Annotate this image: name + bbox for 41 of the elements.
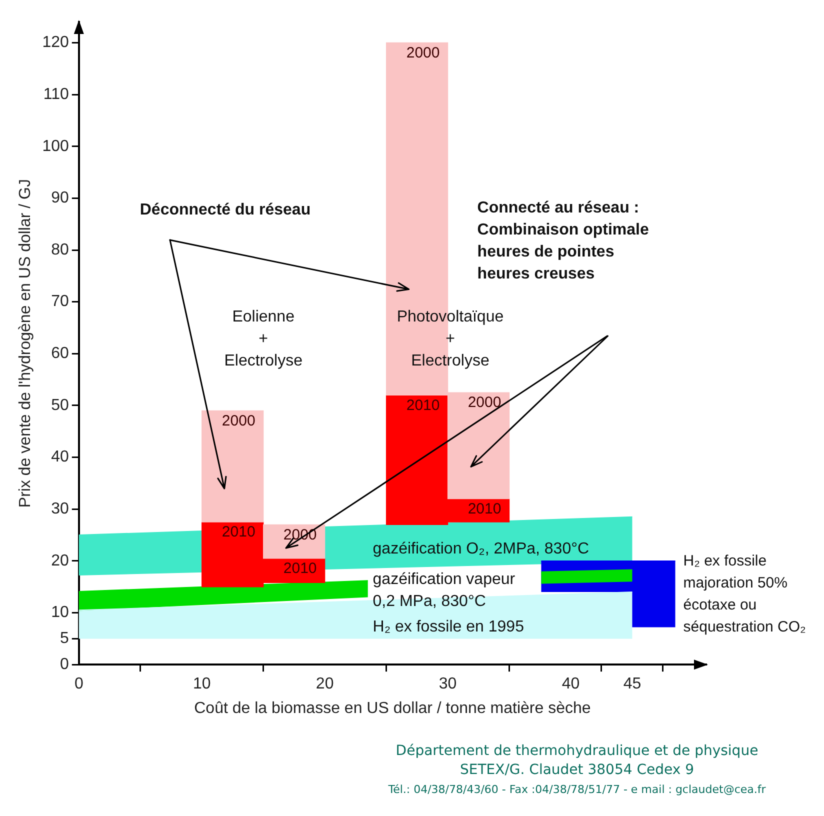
- annotation: gazéification O₂, 2MPa, 830°C: [372, 540, 590, 558]
- y-tick-label: 120: [42, 34, 69, 52]
- y-tick-label: 30: [51, 500, 69, 518]
- annotation: Connecté au réseau : Combinaison optimale heures de pointes heures creuses: [477, 200, 649, 283]
- y-tick-label: 0: [60, 656, 69, 674]
- x-tick-label: 0: [74, 676, 84, 693]
- annotation: H₂ ex fossile en 1995: [372, 618, 524, 636]
- x-tick-label: 30: [438, 676, 457, 693]
- annotation: gazéification vapeur 0,2 MPa, 830°C: [372, 570, 516, 610]
- text: Tél.: 04/38/78/43/60 - Fax :04/38/78/51/77 - e mail : gclaudet@cea.fr: [387, 782, 767, 798]
- annotation: Déconnecté du réseau: [140, 202, 311, 219]
- text: 2000: [222, 412, 256, 430]
- text: Département de thermohydraulique et de physique: [394, 742, 760, 761]
- text: 2010: [468, 500, 502, 518]
- x-tick-label: 40: [562, 676, 580, 693]
- y-tick-label: 80: [51, 241, 69, 258]
- series-label: 2000: [406, 44, 440, 62]
- y-tick-label: 50: [51, 396, 69, 414]
- annotation: Photovoltaïque + Electrolyse: [396, 308, 504, 370]
- y-tick-label: 5: [60, 630, 69, 648]
- y-tick-label: 60: [51, 345, 69, 362]
- x-tick-label: 45: [623, 676, 642, 693]
- y-tick-label: 90: [51, 190, 69, 207]
- x-tick-label: 10: [192, 676, 211, 693]
- series-label: 2010: [406, 396, 440, 414]
- text: SETEX/G. Claudet 38054 Cedex 9: [458, 761, 695, 780]
- y-tick-label: 110: [43, 86, 69, 103]
- y-tick-label: 20: [51, 552, 69, 570]
- bar: [202, 410, 264, 522]
- y-tick-label: 40: [51, 448, 69, 466]
- text: 2000: [468, 394, 502, 412]
- y-axis-title: Prix de vente de l'hydrogène en US dollar / GJ: [17, 179, 34, 508]
- y-tick-label: 10: [51, 604, 69, 622]
- text: 2010: [283, 560, 317, 578]
- annotation: H₂ ex fossile majoration 50% écotaxe ou séquestration CO₂: [683, 552, 806, 636]
- y-tick-label: 70: [51, 293, 69, 310]
- annotation: Eolienne + Electrolyse: [224, 308, 303, 370]
- text: 2010: [222, 524, 256, 541]
- x-axis-title: Coût de la biomasse en US dollar / tonne matière sèche: [194, 700, 591, 717]
- x-tick-label: 20: [316, 676, 334, 693]
- y-tick-label: 100: [42, 138, 69, 155]
